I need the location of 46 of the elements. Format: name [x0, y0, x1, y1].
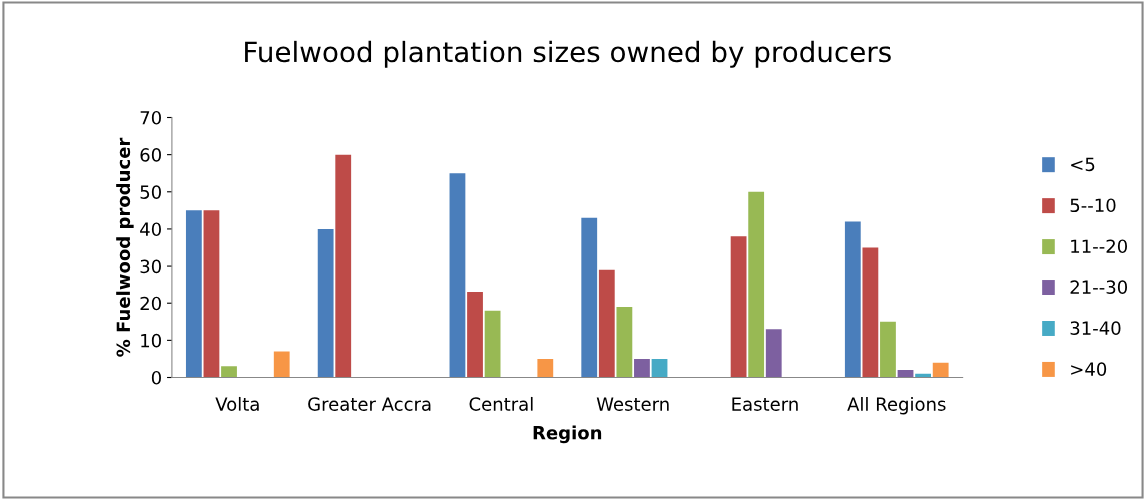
bar	[203, 210, 220, 378]
x-tick-label: Central	[469, 396, 533, 411]
legend-label: 21--30	[1070, 280, 1128, 295]
bar	[932, 362, 949, 378]
bar	[616, 306, 633, 378]
legend-label: 11--20	[1071, 239, 1128, 254]
bar	[581, 217, 598, 378]
bar	[221, 366, 237, 378]
y-axis-title: % Fuelwood producer	[116, 137, 134, 357]
bar	[484, 310, 501, 378]
y-tick-label: 50	[140, 185, 161, 199]
bar	[335, 154, 352, 378]
x-tick-label: Greater Accra	[308, 397, 431, 411]
bar	[748, 191, 765, 378]
bar	[467, 292, 483, 378]
chart-title: Fuelwood plantation sizes owned by producers	[245, 40, 891, 68]
legend-label: 31-40	[1070, 321, 1121, 335]
x-tick-label: Western	[596, 397, 669, 411]
y-tick-label: 30	[140, 259, 161, 274]
bar	[598, 269, 615, 378]
y-tick-label: 10	[141, 333, 161, 348]
x-tick-label: Volta	[215, 396, 259, 411]
x-tick-label: All Regions	[847, 396, 946, 415]
bar	[449, 173, 466, 378]
legend-label: 5--10	[1070, 198, 1116, 213]
x-axis-title: Region	[533, 425, 602, 444]
bar	[730, 236, 747, 378]
bar	[185, 210, 202, 378]
bar	[317, 228, 334, 378]
legend-label: <5	[1071, 157, 1095, 172]
bar	[634, 358, 650, 378]
bar	[765, 329, 782, 378]
bar	[844, 221, 861, 378]
bar	[651, 358, 668, 378]
y-tick-label: 20	[140, 296, 161, 311]
bar	[880, 321, 896, 378]
bar	[537, 358, 554, 378]
y-tick-label: 40	[140, 222, 161, 237]
bar	[862, 247, 879, 378]
bar	[897, 370, 914, 378]
bar	[273, 351, 290, 378]
y-tick-label: 70	[140, 110, 161, 125]
y-tick-label: 60	[140, 148, 161, 162]
y-tick-label: 0	[151, 370, 161, 385]
x-tick-label: Eastern	[732, 397, 798, 411]
legend-label: >40	[1071, 362, 1107, 376]
